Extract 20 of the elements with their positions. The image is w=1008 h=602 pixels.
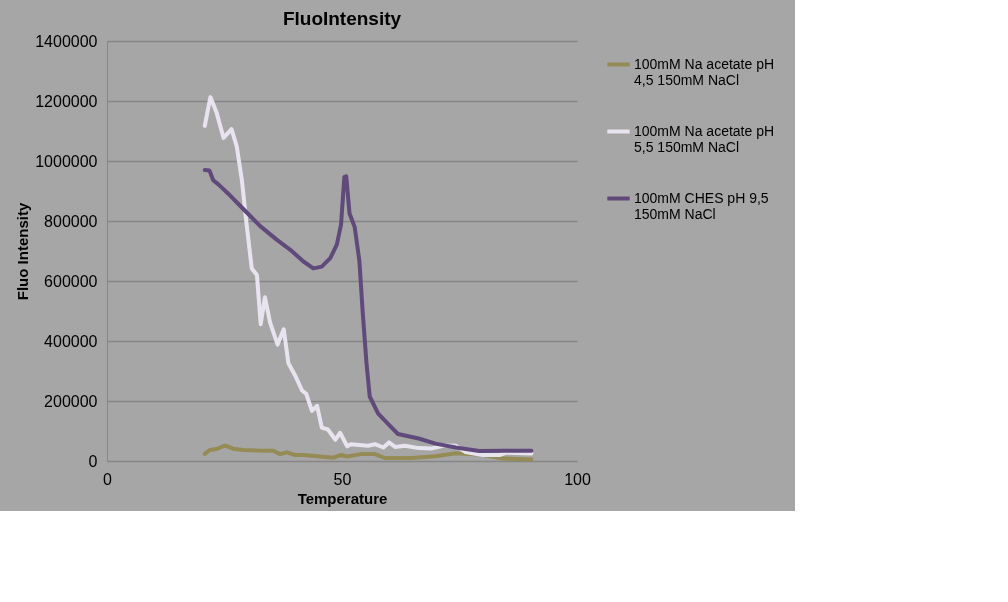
y-tick-label: 600000 xyxy=(44,272,98,290)
y-tick-label: 400000 xyxy=(44,332,98,350)
y-tick-label: 1400000 xyxy=(35,32,98,50)
x-axis-title: Temperature xyxy=(297,489,388,507)
y-tick-label: 1200000 xyxy=(35,92,98,110)
x-tick-label: 50 xyxy=(333,470,352,488)
line-series xyxy=(202,168,534,454)
y-tick-label: 1000000 xyxy=(35,152,98,170)
y-tick-label: 200000 xyxy=(44,392,98,410)
x-tick-label: 0 xyxy=(103,470,113,488)
legend-label: 100mM Na acetate pH 5,5 150mM NaCl xyxy=(634,122,775,155)
line-series xyxy=(202,443,534,462)
legend-label: 100mM Na acetate pH 4,5 150mM NaCl xyxy=(634,55,775,88)
legend-label: 100mM CHES pH 9,5 150mM NaCl xyxy=(634,189,769,222)
y-tick-label: 0 xyxy=(88,452,98,470)
y-tick-label: 800000 xyxy=(44,212,98,230)
line-series xyxy=(202,95,534,457)
chart-title: FluoIntensity xyxy=(282,8,402,29)
y-axis-title: Fluo Intensity xyxy=(14,202,32,301)
x-tick-label: 100 xyxy=(564,470,591,488)
